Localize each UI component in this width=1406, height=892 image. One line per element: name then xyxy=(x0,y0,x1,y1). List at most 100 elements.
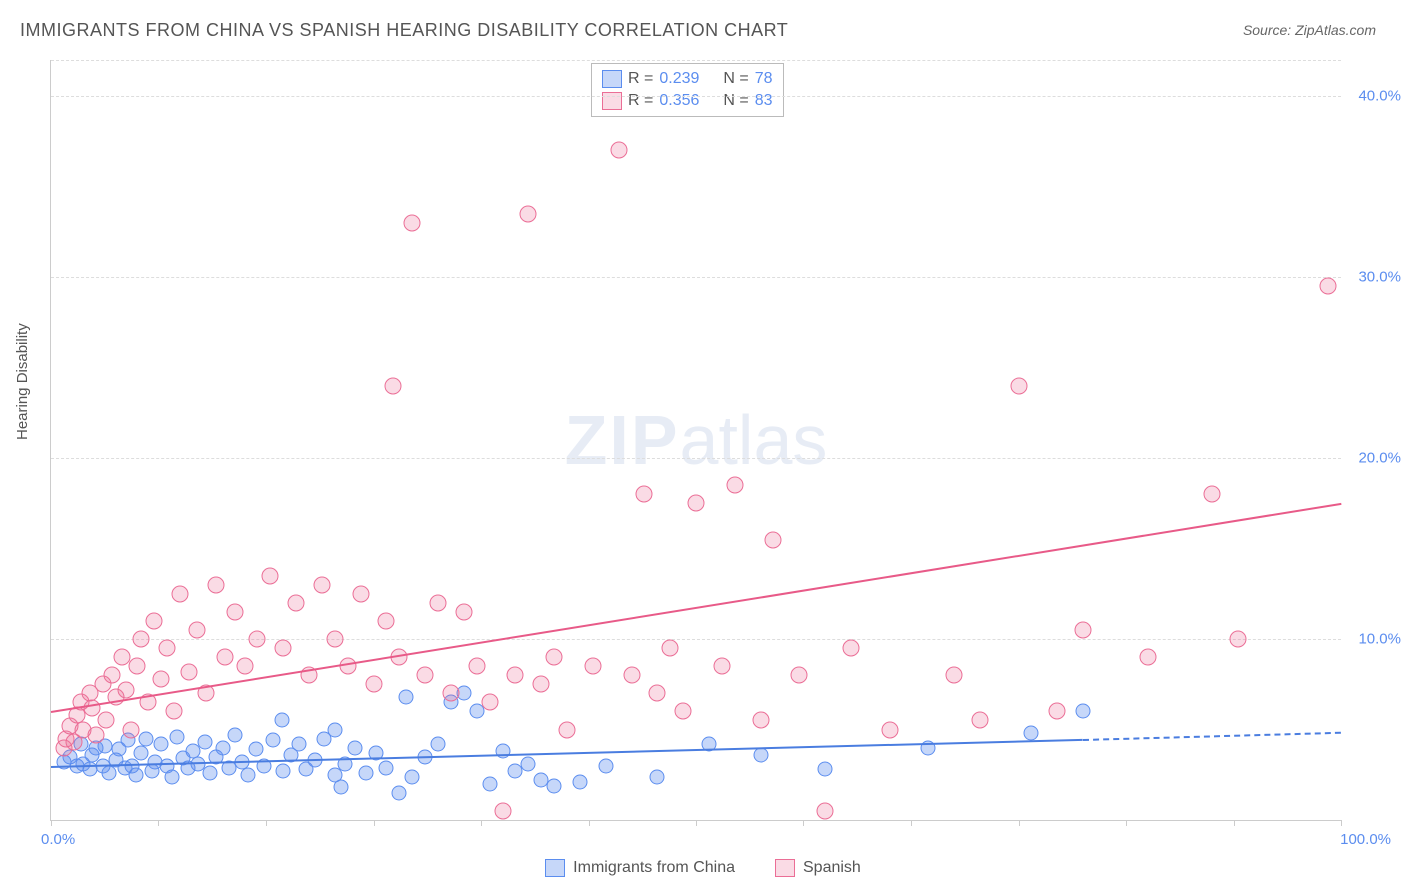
series-legend: Immigrants from China Spanish xyxy=(0,859,1406,877)
source-label: Source: xyxy=(1243,22,1295,38)
spanish-point xyxy=(159,640,176,657)
chart-title: IMMIGRANTS FROM CHINA VS SPANISH HEARING… xyxy=(20,20,788,41)
spanish-point xyxy=(208,576,225,593)
swatch-pink-icon xyxy=(775,859,795,877)
spanish-point xyxy=(455,603,472,620)
spanish-point xyxy=(842,640,859,657)
legend-label-china: Immigrants from China xyxy=(573,859,735,877)
n-label-pink: N = xyxy=(723,92,748,110)
x-tick xyxy=(1019,820,1020,826)
china-point xyxy=(379,760,394,775)
spanish-point xyxy=(507,667,524,684)
spanish-point xyxy=(384,377,401,394)
spanish-point xyxy=(546,649,563,666)
legend-row-blue: R = 0.239 N = 78 xyxy=(602,68,773,90)
spanish-point xyxy=(275,640,292,657)
spanish-point xyxy=(946,667,963,684)
spanish-point xyxy=(129,658,146,675)
china-point xyxy=(202,765,217,780)
y-tick-label: 20.0% xyxy=(1358,450,1401,467)
source-credit: Source: ZipAtlas.com xyxy=(1243,22,1376,38)
spanish-point xyxy=(520,205,537,222)
spanish-point xyxy=(468,658,485,675)
china-point xyxy=(265,733,280,748)
spanish-point xyxy=(288,594,305,611)
gridline xyxy=(51,277,1341,278)
spanish-point xyxy=(971,712,988,729)
spanish-point xyxy=(181,663,198,680)
spanish-point xyxy=(117,681,134,698)
china-point xyxy=(405,769,420,784)
n-value-pink: 83 xyxy=(755,92,773,110)
plot-area: ZIPatlas R = 0.239 N = 78 R = 0.356 N = … xyxy=(50,60,1341,821)
china-point xyxy=(348,740,363,755)
spanish-point xyxy=(188,622,205,639)
spanish-point xyxy=(791,667,808,684)
china-point xyxy=(327,722,342,737)
china-point xyxy=(134,746,149,761)
watermark-bold: ZIP xyxy=(565,401,680,479)
spanish-point xyxy=(649,685,666,702)
spanish-point xyxy=(1010,377,1027,394)
x-tick xyxy=(481,820,482,826)
n-value-blue: 78 xyxy=(755,70,773,88)
x-tick xyxy=(911,820,912,826)
swatch-blue xyxy=(602,70,622,88)
china-point xyxy=(291,737,306,752)
spanish-point xyxy=(103,667,120,684)
x-tick xyxy=(1341,820,1342,826)
china-point xyxy=(165,769,180,784)
spanish-point xyxy=(494,802,511,819)
spanish-point xyxy=(262,567,279,584)
spanish-point xyxy=(1320,278,1337,295)
spanish-point xyxy=(113,649,130,666)
spanish-point xyxy=(881,721,898,738)
spanish-point xyxy=(584,658,601,675)
spanish-point xyxy=(442,685,459,702)
china-point xyxy=(547,778,562,793)
spanish-point xyxy=(217,649,234,666)
legend-item-china: Immigrants from China xyxy=(545,859,735,877)
gridline xyxy=(51,458,1341,459)
spanish-point xyxy=(675,703,692,720)
r-label-pink: R = xyxy=(628,92,653,110)
x-tick xyxy=(589,820,590,826)
spanish-point xyxy=(122,721,139,738)
spanish-point xyxy=(726,477,743,494)
china-point xyxy=(598,758,613,773)
r-value-pink: 0.356 xyxy=(659,92,699,110)
y-axis-label: Hearing Disability xyxy=(14,323,31,440)
x-tick xyxy=(1234,820,1235,826)
spanish-point xyxy=(339,658,356,675)
spanish-point xyxy=(636,486,653,503)
spanish-point xyxy=(765,531,782,548)
gridline xyxy=(51,96,1341,97)
spanish-point xyxy=(404,214,421,231)
spanish-point xyxy=(1075,622,1092,639)
spanish-point xyxy=(533,676,550,693)
china-point xyxy=(170,729,185,744)
spanish-point xyxy=(1049,703,1066,720)
legend-item-spanish: Spanish xyxy=(775,859,861,877)
spanish-point xyxy=(249,631,266,648)
spanish-point xyxy=(1229,631,1246,648)
spanish-point xyxy=(481,694,498,711)
x-tick xyxy=(374,820,375,826)
spanish-point xyxy=(662,640,679,657)
spanish-point xyxy=(817,802,834,819)
china-point xyxy=(495,744,510,759)
x-max-label: 100.0% xyxy=(1340,831,1391,848)
china-point xyxy=(334,780,349,795)
spanish-point xyxy=(623,667,640,684)
china-point xyxy=(153,737,168,752)
china-point xyxy=(129,767,144,782)
swatch-pink xyxy=(602,92,622,110)
x-tick xyxy=(158,820,159,826)
china-point xyxy=(139,731,154,746)
y-tick-label: 40.0% xyxy=(1358,88,1401,105)
spanish-point xyxy=(88,726,105,743)
swatch-blue-icon xyxy=(545,859,565,877)
x-tick xyxy=(266,820,267,826)
spanish-point xyxy=(133,631,150,648)
china-point xyxy=(572,775,587,790)
